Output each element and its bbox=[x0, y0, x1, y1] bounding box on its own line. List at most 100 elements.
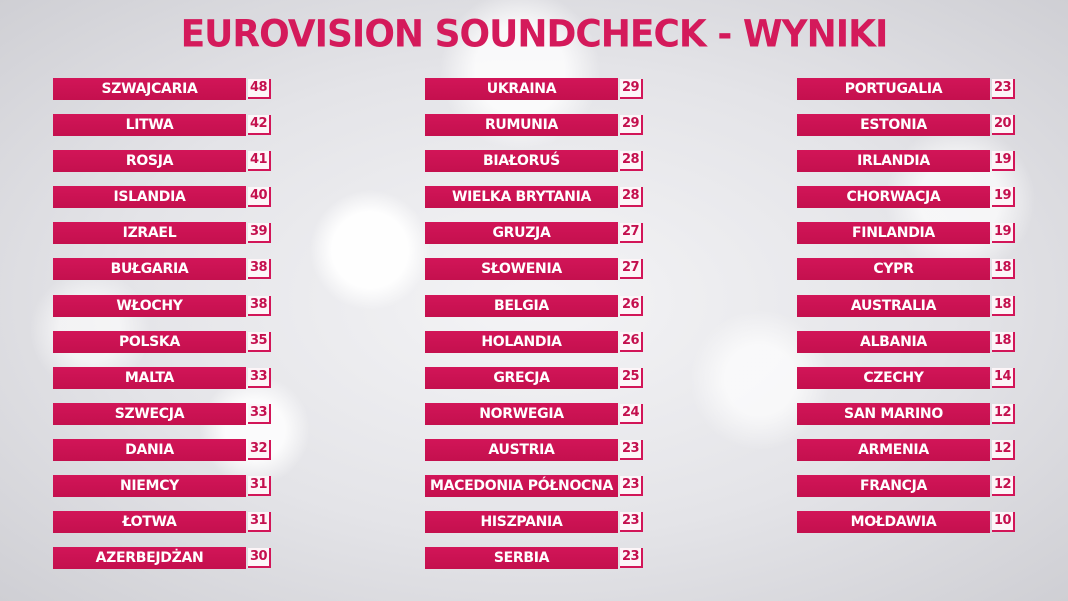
result-row: HOLANDIA 26 bbox=[425, 330, 643, 353]
country-score: 30 bbox=[248, 548, 271, 569]
country-score: 27 bbox=[620, 223, 643, 244]
country-score: 28 bbox=[620, 187, 643, 208]
country-name: WŁOCHY bbox=[53, 294, 246, 317]
country-score: 38 bbox=[248, 295, 271, 316]
country-name: ARMENIA bbox=[797, 438, 990, 461]
country-score: 35 bbox=[248, 331, 271, 352]
country-name: MALTA bbox=[53, 366, 246, 389]
result-row: AZERBEJDŻAN 30 bbox=[53, 547, 271, 570]
result-row: MACEDONIA PÓŁNOCNA 23 bbox=[425, 475, 643, 498]
results-column-2: UKRAINA 29 RUMUNIA 29 BIAŁORUŚ 28 WIELKA BR… bbox=[425, 78, 643, 583]
country-name: GRECJA bbox=[425, 366, 618, 389]
country-score: 19 bbox=[992, 187, 1015, 208]
country-score: 23 bbox=[992, 79, 1015, 99]
result-row: DANIA 32 bbox=[53, 438, 271, 461]
country-score: 19 bbox=[992, 223, 1015, 244]
result-row: SŁOWENIA 27 bbox=[425, 258, 643, 281]
country-name: WIELKA BRYTANIA bbox=[425, 186, 618, 209]
result-row: ISLANDIA 40 bbox=[53, 186, 271, 209]
country-score: 26 bbox=[620, 295, 643, 316]
result-row: NORWEGIA 24 bbox=[425, 402, 643, 425]
country-score: 27 bbox=[620, 259, 643, 280]
country-name: ŁOTWA bbox=[53, 511, 246, 534]
result-row: GRUZJA 27 bbox=[425, 222, 643, 245]
country-name: ESTONIA bbox=[797, 114, 990, 137]
result-row: AUSTRALIA 18 bbox=[797, 294, 1015, 317]
country-score: 18 bbox=[992, 259, 1015, 280]
country-score: 29 bbox=[620, 115, 643, 136]
result-row: BUŁGARIA 38 bbox=[53, 258, 271, 281]
result-row: SZWAJCARIA 48 bbox=[53, 78, 271, 100]
country-name: SAN MARINO bbox=[797, 402, 990, 425]
result-row: GRECJA 25 bbox=[425, 366, 643, 389]
result-row: ARMENIA 12 bbox=[797, 438, 1015, 461]
result-row: SERBIA 23 bbox=[425, 547, 643, 570]
country-name: RUMUNIA bbox=[425, 114, 618, 137]
page-title: EUROVISION SOUNDCHECK - WYNIKI bbox=[180, 12, 889, 57]
country-name: SŁOWENIA bbox=[425, 258, 618, 281]
country-name: FINLANDIA bbox=[797, 222, 990, 245]
country-name: GRUZJA bbox=[425, 222, 618, 245]
country-score: 39 bbox=[248, 223, 271, 244]
result-row: BELGIA 26 bbox=[425, 294, 643, 317]
result-row: POLSKA 35 bbox=[53, 330, 271, 353]
country-name: ISLANDIA bbox=[53, 186, 246, 209]
country-name: DANIA bbox=[53, 438, 246, 461]
country-name: IZRAEL bbox=[53, 222, 246, 245]
country-name: AUSTRALIA bbox=[797, 294, 990, 317]
country-name: CHORWACJA bbox=[797, 186, 990, 209]
country-name: HOLANDIA bbox=[425, 330, 618, 353]
result-row: IZRAEL 39 bbox=[53, 222, 271, 245]
country-score: 20 bbox=[992, 115, 1015, 136]
country-name: BELGIA bbox=[425, 294, 618, 317]
country-name: IRLANDIA bbox=[797, 150, 990, 173]
country-score: 25 bbox=[620, 367, 643, 388]
country-name: BIAŁORUŚ bbox=[425, 150, 618, 173]
country-score: 23 bbox=[620, 439, 643, 460]
result-row: NIEMCY 31 bbox=[53, 475, 271, 498]
country-score: 33 bbox=[248, 403, 271, 424]
result-row: WŁOCHY 38 bbox=[53, 294, 271, 317]
country-score: 48 bbox=[248, 79, 271, 99]
country-name: LITWA bbox=[53, 114, 246, 137]
country-name: CYPR bbox=[797, 258, 990, 281]
country-score: 31 bbox=[248, 512, 271, 533]
country-score: 29 bbox=[620, 79, 643, 99]
country-score: 32 bbox=[248, 439, 271, 460]
country-score: 42 bbox=[248, 115, 271, 136]
country-name: FRANCJA bbox=[797, 475, 990, 498]
country-name: NORWEGIA bbox=[425, 402, 618, 425]
country-name: AZERBEJDŻAN bbox=[53, 547, 246, 570]
result-row: ALBANIA 18 bbox=[797, 330, 1015, 353]
country-score: 28 bbox=[620, 151, 643, 172]
country-name: SZWAJCARIA bbox=[53, 78, 246, 100]
result-row: LITWA 42 bbox=[53, 114, 271, 137]
result-row: MALTA 33 bbox=[53, 366, 271, 389]
result-row: FRANCJA 12 bbox=[797, 475, 1015, 498]
result-row: SZWECJA 33 bbox=[53, 402, 271, 425]
country-score: 40 bbox=[248, 187, 271, 208]
result-row: WIELKA BRYTANIA 28 bbox=[425, 186, 643, 209]
result-row: CYPR 18 bbox=[797, 258, 1015, 281]
result-row: AUSTRIA 23 bbox=[425, 438, 643, 461]
country-name: MOŁDAWIA bbox=[797, 511, 990, 534]
country-name: SERBIA bbox=[425, 547, 618, 570]
result-row: UKRAINA 29 bbox=[425, 78, 643, 100]
result-row: FINLANDIA 19 bbox=[797, 222, 1015, 245]
country-name: CZECHY bbox=[797, 366, 990, 389]
country-score: 26 bbox=[620, 331, 643, 352]
result-row: SAN MARINO 12 bbox=[797, 402, 1015, 425]
country-name: ALBANIA bbox=[797, 330, 990, 353]
country-name: HISZPANIA bbox=[425, 511, 618, 534]
result-row: PORTUGALIA 23 bbox=[797, 78, 1015, 100]
country-name: NIEMCY bbox=[53, 475, 246, 498]
country-score: 10 bbox=[992, 512, 1015, 533]
country-score: 41 bbox=[248, 151, 271, 172]
country-name: PORTUGALIA bbox=[797, 78, 990, 100]
country-name: MACEDONIA PÓŁNOCNA bbox=[425, 475, 618, 498]
country-score: 23 bbox=[620, 512, 643, 533]
country-name: SZWECJA bbox=[53, 402, 246, 425]
result-row: MOŁDAWIA 10 bbox=[797, 511, 1015, 534]
country-score: 14 bbox=[992, 367, 1015, 388]
country-name: UKRAINA bbox=[425, 78, 618, 100]
